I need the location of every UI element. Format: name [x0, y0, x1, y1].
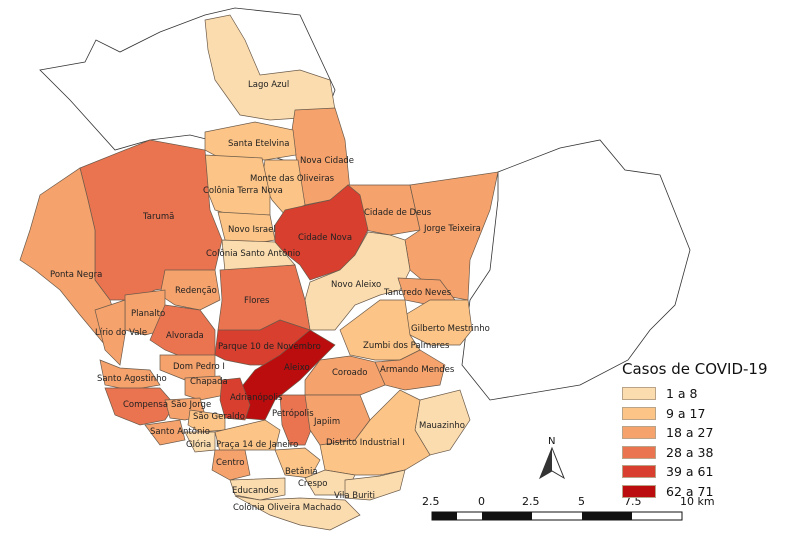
polygon-santa-etelvina: [204, 121, 297, 161]
scale-tick-0: 2.5: [422, 495, 440, 508]
scale-tick-2: 2.5: [522, 495, 540, 508]
label-dom-pedro: Dom Pedro I: [173, 362, 225, 372]
label-praca-14: Praça 14 de Janeiro: [216, 440, 298, 450]
label-jorge-teixeira: Jorge Teixeira: [423, 224, 481, 234]
label-planalto: Planalto: [131, 309, 165, 319]
label-betania: Betânia: [285, 467, 318, 477]
label-educandos: Educandos: [232, 486, 279, 496]
polygon-vila-buriti: [344, 469, 406, 501]
label-zumbi: Zumbi dos Palmares: [363, 341, 450, 351]
label-sao-geraldo: São Geraldo: [193, 412, 245, 422]
label-armando-mendes: Armando Mendes: [380, 365, 455, 375]
polygon-compensa: [104, 387, 176, 426]
neighborhood-polygons: [19, 14, 499, 531]
legend-swatch: [622, 426, 656, 440]
scale-tick-5: 10 km: [680, 495, 715, 508]
label-petropolis: Petrópolis: [272, 408, 314, 419]
polygon-novo-aleixo: [304, 231, 411, 331]
legend-label: 28 a 38: [666, 444, 714, 460]
neighborhood-labels: Lago Azul Santa Etelvina Nova Cidade Mon…: [50, 80, 490, 513]
label-nova-cidade: Nova Cidade: [300, 156, 354, 166]
label-centro: Centro: [216, 458, 244, 468]
label-ponta-negra: Ponta Negra: [50, 270, 102, 280]
legend-row: 9 a 17: [622, 404, 797, 424]
label-alvorada: Alvorada: [166, 331, 204, 341]
label-taruma: Tarumã: [142, 212, 174, 222]
polygon-santo-antonio: [144, 419, 186, 446]
polygon-santo-agostinho: [99, 359, 161, 391]
legend-label: 1 a 8: [666, 386, 698, 402]
polygon-distrito-industrial: [319, 389, 431, 476]
scale-tick-4: 7.5: [624, 495, 642, 508]
polygon-sao-geraldo: [187, 409, 226, 433]
label-lago-azul: Lago Azul: [248, 80, 289, 90]
label-vila-buriti: Vila Buriti: [334, 491, 375, 501]
label-cidade-de-deus: Cidade de Deus: [364, 208, 432, 218]
scale-tick-3: 5: [578, 495, 585, 508]
label-compensa: Compensa: [123, 400, 168, 410]
label-gilberto-mestrinho: Gilberto Mestrinho: [411, 324, 490, 334]
label-coroado: Coroado: [332, 368, 367, 378]
polygon-adrianopolis: [219, 377, 251, 421]
east-white-area: [461, 139, 691, 401]
label-redencao: Redenção: [175, 286, 217, 296]
label-cidade-nova: Cidade Nova: [298, 233, 352, 243]
legend-row: 18 a 27: [622, 423, 797, 443]
polygon-armando-mendes: [374, 349, 446, 391]
polygon-betania: [274, 447, 321, 479]
polygon-colonia-oliveira-machado: [234, 495, 361, 531]
label-crespo: Crespo: [298, 479, 328, 489]
legend-swatch: [622, 445, 656, 459]
polygon-educandos: [229, 477, 286, 501]
north-arrow-label: N: [548, 436, 555, 447]
legend-row: 1 a 8: [622, 384, 797, 404]
legend-swatch: [622, 406, 656, 420]
label-sao-jorge: São Jorge: [171, 400, 211, 410]
scale-bar: 2.5 0 2.5 5 7.5 10 km: [422, 495, 715, 521]
label-flores: Flores: [244, 296, 270, 306]
label-colonia-terra-nova: Colônia Terra Nova: [203, 185, 283, 196]
label-colonia-santo-antonio: Colônia Santo Antônio: [206, 248, 300, 259]
legend-title: Casos de COVID-19: [622, 360, 768, 378]
legend-label: 9 a 17: [666, 405, 706, 421]
polygon-chapada: [184, 375, 226, 401]
legend-swatch: [622, 465, 656, 479]
label-colonia-oliveira-machado: Colônia Oliveira Machado: [233, 502, 341, 513]
polygon-lirio-do-vale: [94, 299, 126, 366]
label-monte-das-oliveiras: Monte das Oliveiras: [250, 174, 335, 184]
legend-swatch: [622, 484, 656, 498]
map-legend: Casos de COVID-19 1 a 8 9 a 17 18 a 27 2…: [622, 360, 797, 501]
label-santo-antonio: Santo Antônio: [150, 426, 210, 437]
scale-tick-1: 0: [478, 495, 485, 508]
label-lirio-do-vale: Lírio do Vale: [95, 328, 147, 338]
legend-label: 18 a 27: [666, 425, 714, 441]
label-novo-israel: Novo Israel: [228, 225, 276, 235]
legend-swatch: [622, 387, 656, 401]
label-distrito-industrial: Distrito Industrial I: [326, 438, 405, 448]
label-gloria: Glória: [186, 439, 211, 450]
legend-row: 39 a 61: [622, 462, 797, 482]
north-arrow: N: [538, 436, 566, 480]
polygon-gilberto-mestrinho: [404, 299, 473, 346]
legend-label: 39 a 61: [666, 464, 714, 480]
legend-row: 28 a 38: [622, 443, 797, 463]
label-chapada: Chapada: [190, 377, 228, 387]
label-santa-etelvina: Santa Etelvina: [228, 139, 290, 149]
label-adrianopolis: Adrianópolis: [230, 392, 283, 403]
legend-row: 62 a 71: [622, 482, 797, 502]
label-tancredo-neves: Tancredo Neves: [383, 288, 452, 298]
label-mauazinho: Mauazinho: [419, 421, 465, 431]
label-japiim: Japiim: [313, 417, 340, 427]
label-parque-10: Parque 10 de Novembro: [218, 342, 321, 352]
label-novo-aleixo: Novo Aleixo: [331, 280, 381, 290]
polygon-jorge-teixeira: [404, 171, 499, 301]
label-santo-agostinho: Santo Agostinho: [97, 374, 167, 384]
polygon-centro: [211, 449, 251, 481]
legend-label: 62 a 71: [666, 483, 714, 499]
label-aleixo: Aleixo: [284, 363, 310, 373]
